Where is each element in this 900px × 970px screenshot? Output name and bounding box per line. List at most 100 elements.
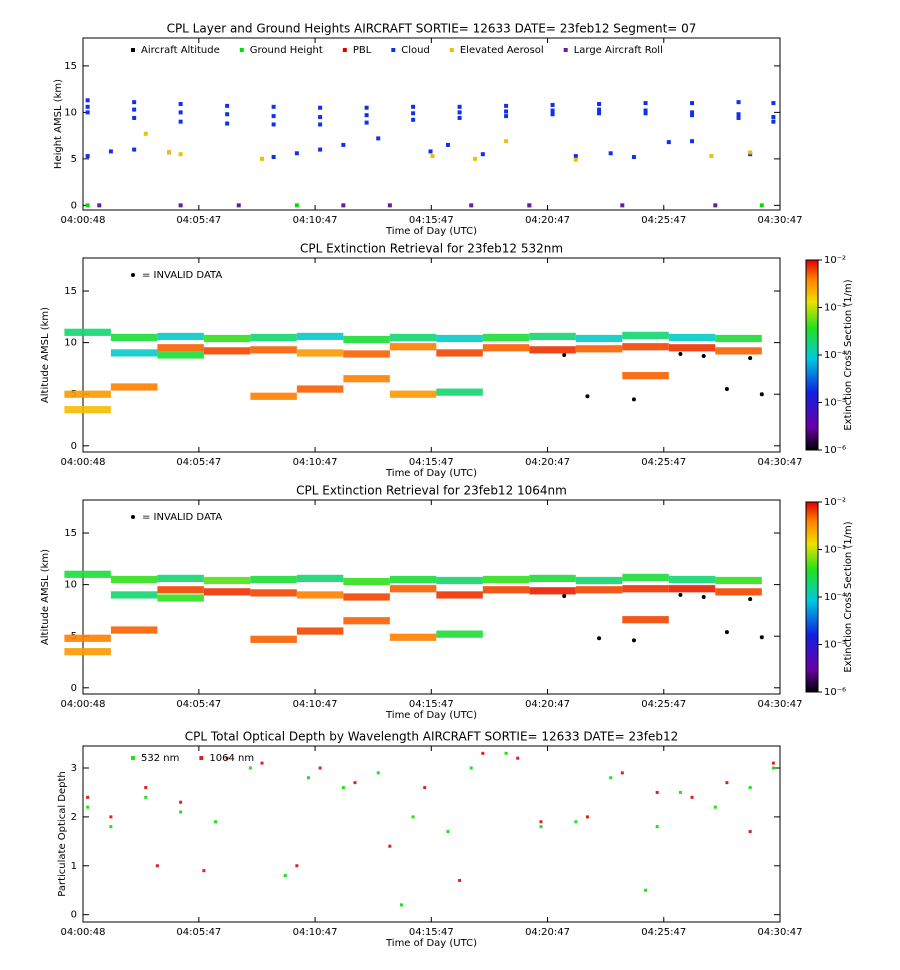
data-point xyxy=(457,110,462,115)
data-point xyxy=(214,820,218,824)
data-point xyxy=(690,101,695,106)
extinction-cell xyxy=(157,586,204,594)
y-tick-label: 15 xyxy=(64,286,77,297)
data-point xyxy=(225,756,229,760)
data-point xyxy=(771,119,776,124)
data-point xyxy=(504,109,509,114)
extinction-cell xyxy=(203,347,251,355)
legend-label: Cloud xyxy=(401,45,430,56)
data-point xyxy=(97,203,102,208)
extinction-cell xyxy=(110,591,158,599)
x-axis-label: Time of Day (UTC) xyxy=(385,468,477,479)
x-tick-label: 04:15:47 xyxy=(409,927,454,938)
extinction-cell xyxy=(436,630,483,638)
x-tick-label: 04:25:47 xyxy=(641,215,686,226)
legend-marker xyxy=(199,756,204,760)
extinction-cell xyxy=(203,334,251,343)
colorbar-label: Extinction Cross Section (1/m) xyxy=(843,279,854,430)
data-point xyxy=(144,786,148,790)
data-point xyxy=(771,761,775,765)
data-point xyxy=(294,151,299,156)
data-point xyxy=(620,771,624,775)
data-point xyxy=(550,108,555,113)
extinction-cell xyxy=(110,626,158,634)
data-point xyxy=(480,152,485,157)
data-point xyxy=(202,869,206,873)
x-tick-label: 04:20:47 xyxy=(525,699,570,710)
x-tick-label: 04:05:47 xyxy=(176,215,221,226)
invalid-point xyxy=(701,354,706,359)
y-axis-label: Altitude AMSL (km) xyxy=(40,549,51,645)
extinction-cell xyxy=(157,344,204,352)
y-tick-label: 15 xyxy=(64,61,77,72)
extinction-cell xyxy=(715,588,762,596)
data-point xyxy=(109,825,113,829)
data-point xyxy=(678,790,682,794)
extinction-cell xyxy=(715,334,762,343)
data-point xyxy=(445,142,450,147)
invalid-point xyxy=(748,597,753,602)
data-point xyxy=(178,119,183,124)
data-point xyxy=(167,150,172,155)
chart-title: CPL Extinction Retrieval for 23feb12 532… xyxy=(300,242,563,256)
colorbar-tick-label: 10⁻³ xyxy=(824,545,846,556)
x-tick-label: 04:25:47 xyxy=(641,457,686,468)
extinction-cell xyxy=(389,633,437,641)
data-point xyxy=(341,142,346,147)
invalid-point xyxy=(631,638,636,643)
invalid-label: = INVALID DATA xyxy=(142,512,222,523)
extinction-cell xyxy=(575,586,623,594)
data-point xyxy=(155,864,159,868)
data-point xyxy=(574,820,578,824)
legend-marker xyxy=(391,48,396,52)
data-point xyxy=(655,790,659,794)
data-point xyxy=(423,786,427,790)
data-point xyxy=(411,104,416,109)
data-point xyxy=(736,112,741,117)
data-point xyxy=(504,114,509,119)
data-point xyxy=(85,203,90,208)
data-point xyxy=(387,203,392,208)
extinction-cell xyxy=(436,576,483,585)
invalid-point xyxy=(562,593,567,598)
x-tick-label: 04:00:48 xyxy=(61,215,106,226)
invalid-point xyxy=(724,630,729,635)
data-point xyxy=(178,110,183,115)
data-point xyxy=(771,766,775,770)
data-point xyxy=(597,111,602,116)
data-point xyxy=(620,203,625,208)
y-tick-label: 0 xyxy=(71,441,77,452)
x-tick-label: 04:15:47 xyxy=(409,699,454,710)
extinction-cell xyxy=(203,588,251,596)
x-tick-label: 04:15:47 xyxy=(409,457,454,468)
colorbar-label: Extinction Cross Section (1/m) xyxy=(843,521,854,672)
data-point xyxy=(318,122,323,127)
colorbar-tick-label: 10⁻⁵ xyxy=(824,398,846,409)
data-point xyxy=(283,874,287,878)
data-point xyxy=(771,101,776,106)
legend-label: Ground Height xyxy=(250,45,323,56)
extinction-cell xyxy=(343,617,390,625)
extinction-cell xyxy=(64,648,111,656)
extinction-cell xyxy=(203,576,251,585)
colorbar-tick-label: 10⁻⁶ xyxy=(824,687,846,698)
colorbar-tick-label: 10⁻³ xyxy=(824,303,846,314)
data-point xyxy=(376,136,381,141)
plot-frame xyxy=(82,37,781,211)
y-tick-label: 15 xyxy=(64,528,77,539)
y-tick-label: 10 xyxy=(64,107,77,118)
data-point xyxy=(473,156,478,161)
data-point xyxy=(108,149,113,154)
data-point xyxy=(318,105,323,110)
data-point xyxy=(539,825,543,829)
extinction-cell xyxy=(389,390,437,398)
x-tick-label: 04:10:47 xyxy=(293,699,338,710)
colorbar-tick-label: 10⁻⁵ xyxy=(824,640,846,651)
data-point xyxy=(644,888,648,892)
data-point xyxy=(259,156,264,161)
y-tick-label: 0 xyxy=(71,910,77,921)
x-axis-label: Time of Day (UTC) xyxy=(385,938,477,949)
invalid-point xyxy=(678,592,683,597)
data-point xyxy=(690,113,695,118)
